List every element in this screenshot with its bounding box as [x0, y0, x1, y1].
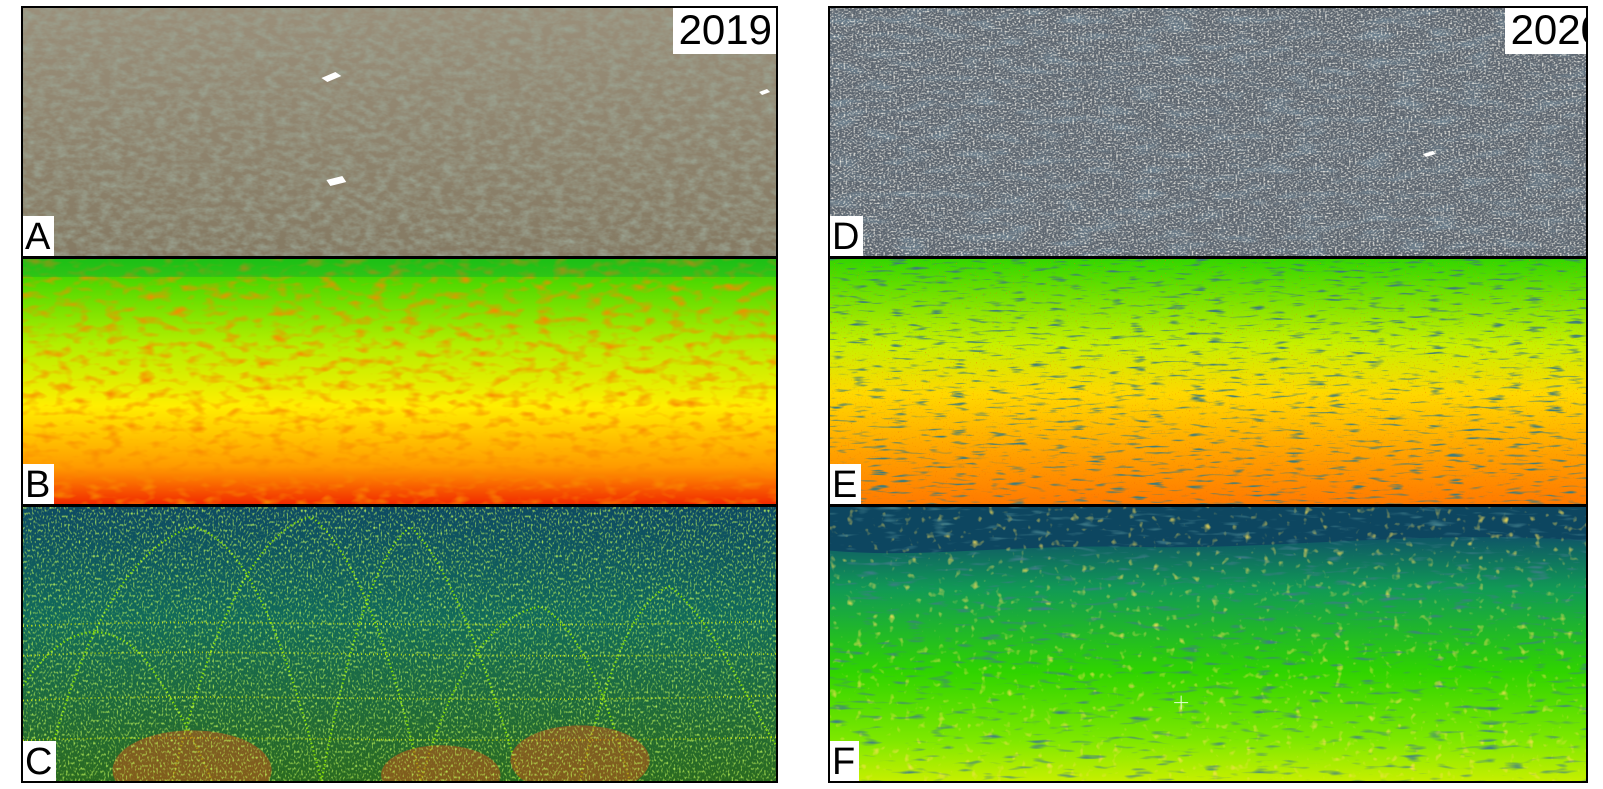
aerial-photo-2019-image [23, 8, 776, 256]
year-label-2020: 2020 [1504, 8, 1586, 54]
panel-label-c: C [23, 741, 57, 781]
point-cloud-2019-image [23, 507, 776, 781]
elevation-map-2019-image [23, 259, 776, 504]
panel-c-point-cloud: C [23, 505, 776, 781]
panel-label-f: F [830, 741, 860, 781]
panel-label-d: D [830, 216, 864, 256]
point-cloud-2020-image [830, 507, 1586, 781]
figure-column-2019: A 2019 B [21, 6, 778, 783]
panel-d-aerial-photo: D 2020 [830, 8, 1586, 256]
panel-a-aerial-photo: A 2019 [23, 8, 776, 256]
panel-label-a: A [23, 216, 55, 256]
panel-b-elevation-map: B [23, 257, 776, 504]
figure-column-2020: D 2020 [828, 6, 1588, 783]
panel-label-e: E [830, 464, 862, 504]
panel-e-elevation-map: E [830, 257, 1586, 504]
panel-label-b: B [23, 464, 55, 504]
year-label-2019: 2019 [672, 8, 776, 54]
aerial-photo-2020-image [830, 8, 1586, 256]
panel-f-point-cloud: F [830, 505, 1586, 781]
elevation-map-2020-image [830, 259, 1586, 504]
